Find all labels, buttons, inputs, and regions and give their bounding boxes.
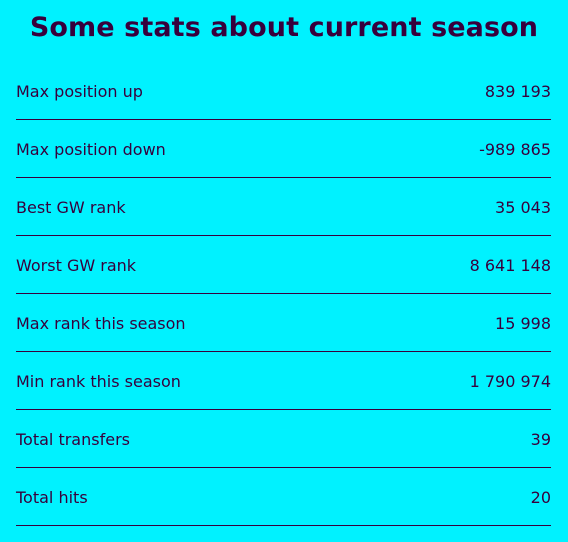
- stat-value: 1 790 974: [469, 372, 551, 391]
- stat-value: 35 043: [495, 198, 551, 217]
- stat-row-max-position-down: Max position down -989 865: [16, 120, 551, 178]
- stat-label: Best GW rank: [16, 198, 126, 217]
- stat-row-best-gw-rank: Best GW rank 35 043: [16, 178, 551, 236]
- stat-label: Max position down: [16, 140, 166, 159]
- stat-value: -989 865: [479, 140, 551, 159]
- stat-value: 39: [530, 430, 551, 449]
- stat-value: 8 641 148: [469, 256, 551, 275]
- stat-value: 20: [530, 488, 551, 507]
- stat-label: Worst GW rank: [16, 256, 137, 275]
- stat-value: 839 193: [484, 82, 551, 101]
- stat-label: Min rank this season: [16, 372, 181, 391]
- stat-label: Max rank this season: [16, 314, 186, 333]
- stat-label: Max position up: [16, 82, 143, 101]
- stats-list: Max position up 839 193 Max position dow…: [16, 62, 551, 526]
- stat-row-max-rank-this-season: Max rank this season 15 998: [16, 294, 551, 352]
- stat-row-total-transfers: Total transfers 39: [16, 410, 551, 468]
- stat-label: Total transfers: [16, 430, 130, 449]
- stat-row-max-position-up: Max position up 839 193: [16, 62, 551, 120]
- stat-row-min-rank-this-season: Min rank this season 1 790 974: [16, 352, 551, 410]
- page-title: Some stats about current season: [29, 12, 539, 43]
- stat-value: 15 998: [495, 314, 551, 333]
- stat-row-total-hits: Total hits 20: [16, 468, 551, 526]
- stat-row-worst-gw-rank: Worst GW rank 8 641 148: [16, 236, 551, 294]
- stat-label: Total hits: [16, 488, 88, 507]
